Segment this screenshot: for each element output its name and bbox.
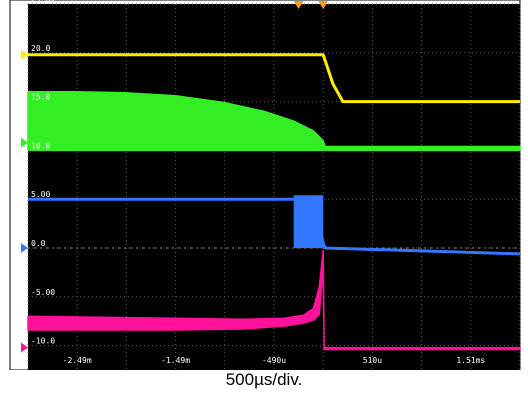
oscilloscope-plot: 25.0V 20.0 15.0 10.0 5.00 0.0 -5.00 -10.0 -2.49m…: [9, 0, 521, 370]
y-tick-label: -5.00: [31, 288, 55, 297]
markers: [21, 1, 329, 353]
y-tick-label: 0.0: [31, 239, 46, 248]
y-tick-label: 25.0V: [31, 0, 55, 4]
x-tick-label: -2.49m: [63, 356, 92, 365]
x-tick-label: 510u: [363, 356, 382, 365]
y-tick-label: 15.0: [31, 93, 50, 102]
x-tick-label: 1.51ms: [456, 356, 485, 365]
channel-2-ground-marker: [21, 137, 28, 148]
x-tick-label: -490u: [262, 356, 286, 365]
trace-ch4-envelope: [27, 249, 521, 351]
y-tick-label: 20.0: [31, 44, 50, 53]
trigger-marker: [318, 1, 329, 9]
axis-labels: 25.0V 20.0 15.0 10.0 5.00 0.0 -5.00 -10.0 -2.49m…: [31, 0, 485, 365]
traces: [27, 53, 521, 351]
y-tick-label: 5.00: [31, 190, 50, 199]
channel-3-ground-marker: [21, 243, 28, 253]
y-tick-label: -10.0: [31, 337, 55, 346]
grid: [27, 3, 521, 370]
y-tick-label: 10.0: [31, 141, 50, 150]
channel-1-ground-marker: [21, 49, 28, 60]
trace-ch2-envelope: [27, 91, 521, 152]
trace-ch1-line: [28, 53, 520, 104]
time-per-division-caption: 500µs/div.: [225, 370, 303, 389]
x-tick-label: -1.49m: [161, 356, 190, 365]
trigger-marker: [293, 1, 304, 9]
trace-ch3-line: [28, 197, 521, 256]
channel-4-ground-marker: [21, 342, 28, 353]
plot-background: [28, 4, 520, 370]
